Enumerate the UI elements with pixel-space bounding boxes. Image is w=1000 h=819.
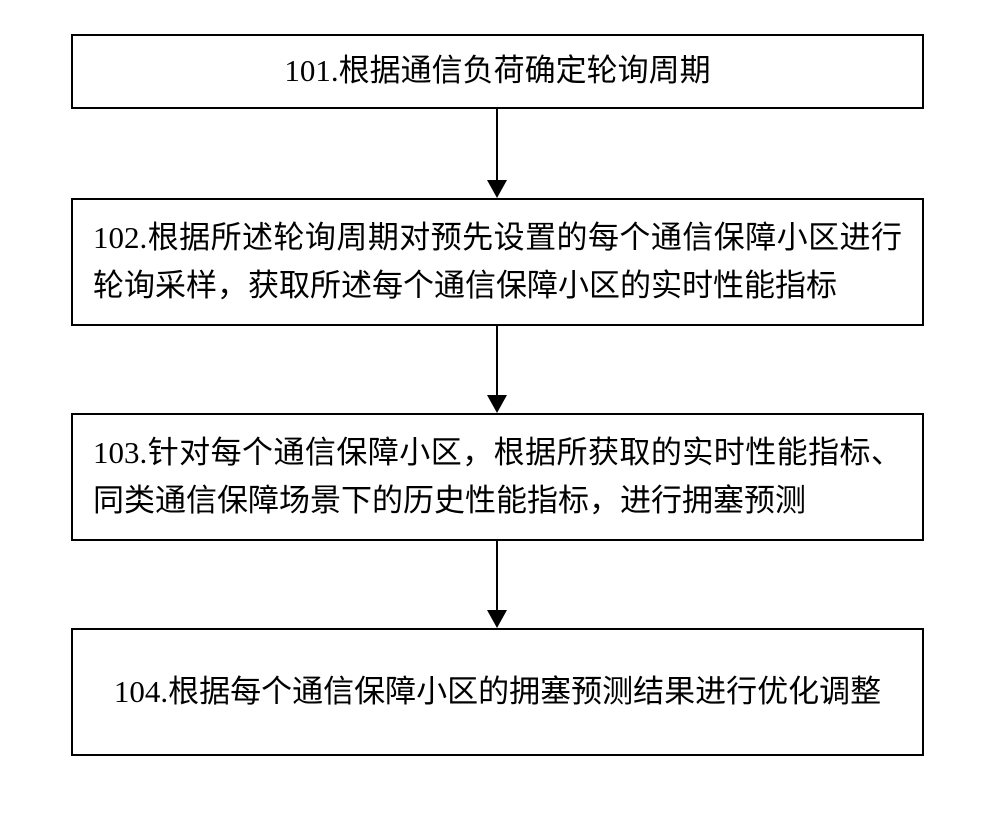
flow-node-2-text: 102.根据所述轮询周期对预先设置的每个通信保障小区进行轮询采样，获取所述每个通…: [93, 214, 902, 310]
flow-node-1: 101.根据通信负荷确定轮询周期: [71, 34, 924, 109]
flow-node-1-text: 101.根据通信负荷确定轮询周期: [284, 47, 710, 95]
arrow-shaft-1: [496, 109, 498, 180]
arrow-head-1: [487, 180, 507, 198]
flowchart-canvas: 101.根据通信负荷确定轮询周期 102.根据所述轮询周期对预先设置的每个通信保…: [0, 0, 1000, 819]
arrow-head-3: [487, 610, 507, 628]
arrow-head-2: [487, 395, 507, 413]
flow-node-3: 103.针对每个通信保障小区，根据所获取的实时性能指标、同类通信保障场景下的历史…: [71, 413, 924, 541]
arrow-shaft-3: [496, 541, 498, 610]
flow-node-4-text: 104.根据每个通信保障小区的拥塞预测结果进行优化调整: [114, 668, 881, 716]
arrow-shaft-2: [496, 326, 498, 395]
flow-node-2: 102.根据所述轮询周期对预先设置的每个通信保障小区进行轮询采样，获取所述每个通…: [71, 198, 924, 326]
flow-node-4: 104.根据每个通信保障小区的拥塞预测结果进行优化调整: [71, 628, 924, 756]
flow-node-3-text: 103.针对每个通信保障小区，根据所获取的实时性能指标、同类通信保障场景下的历史…: [93, 429, 902, 525]
